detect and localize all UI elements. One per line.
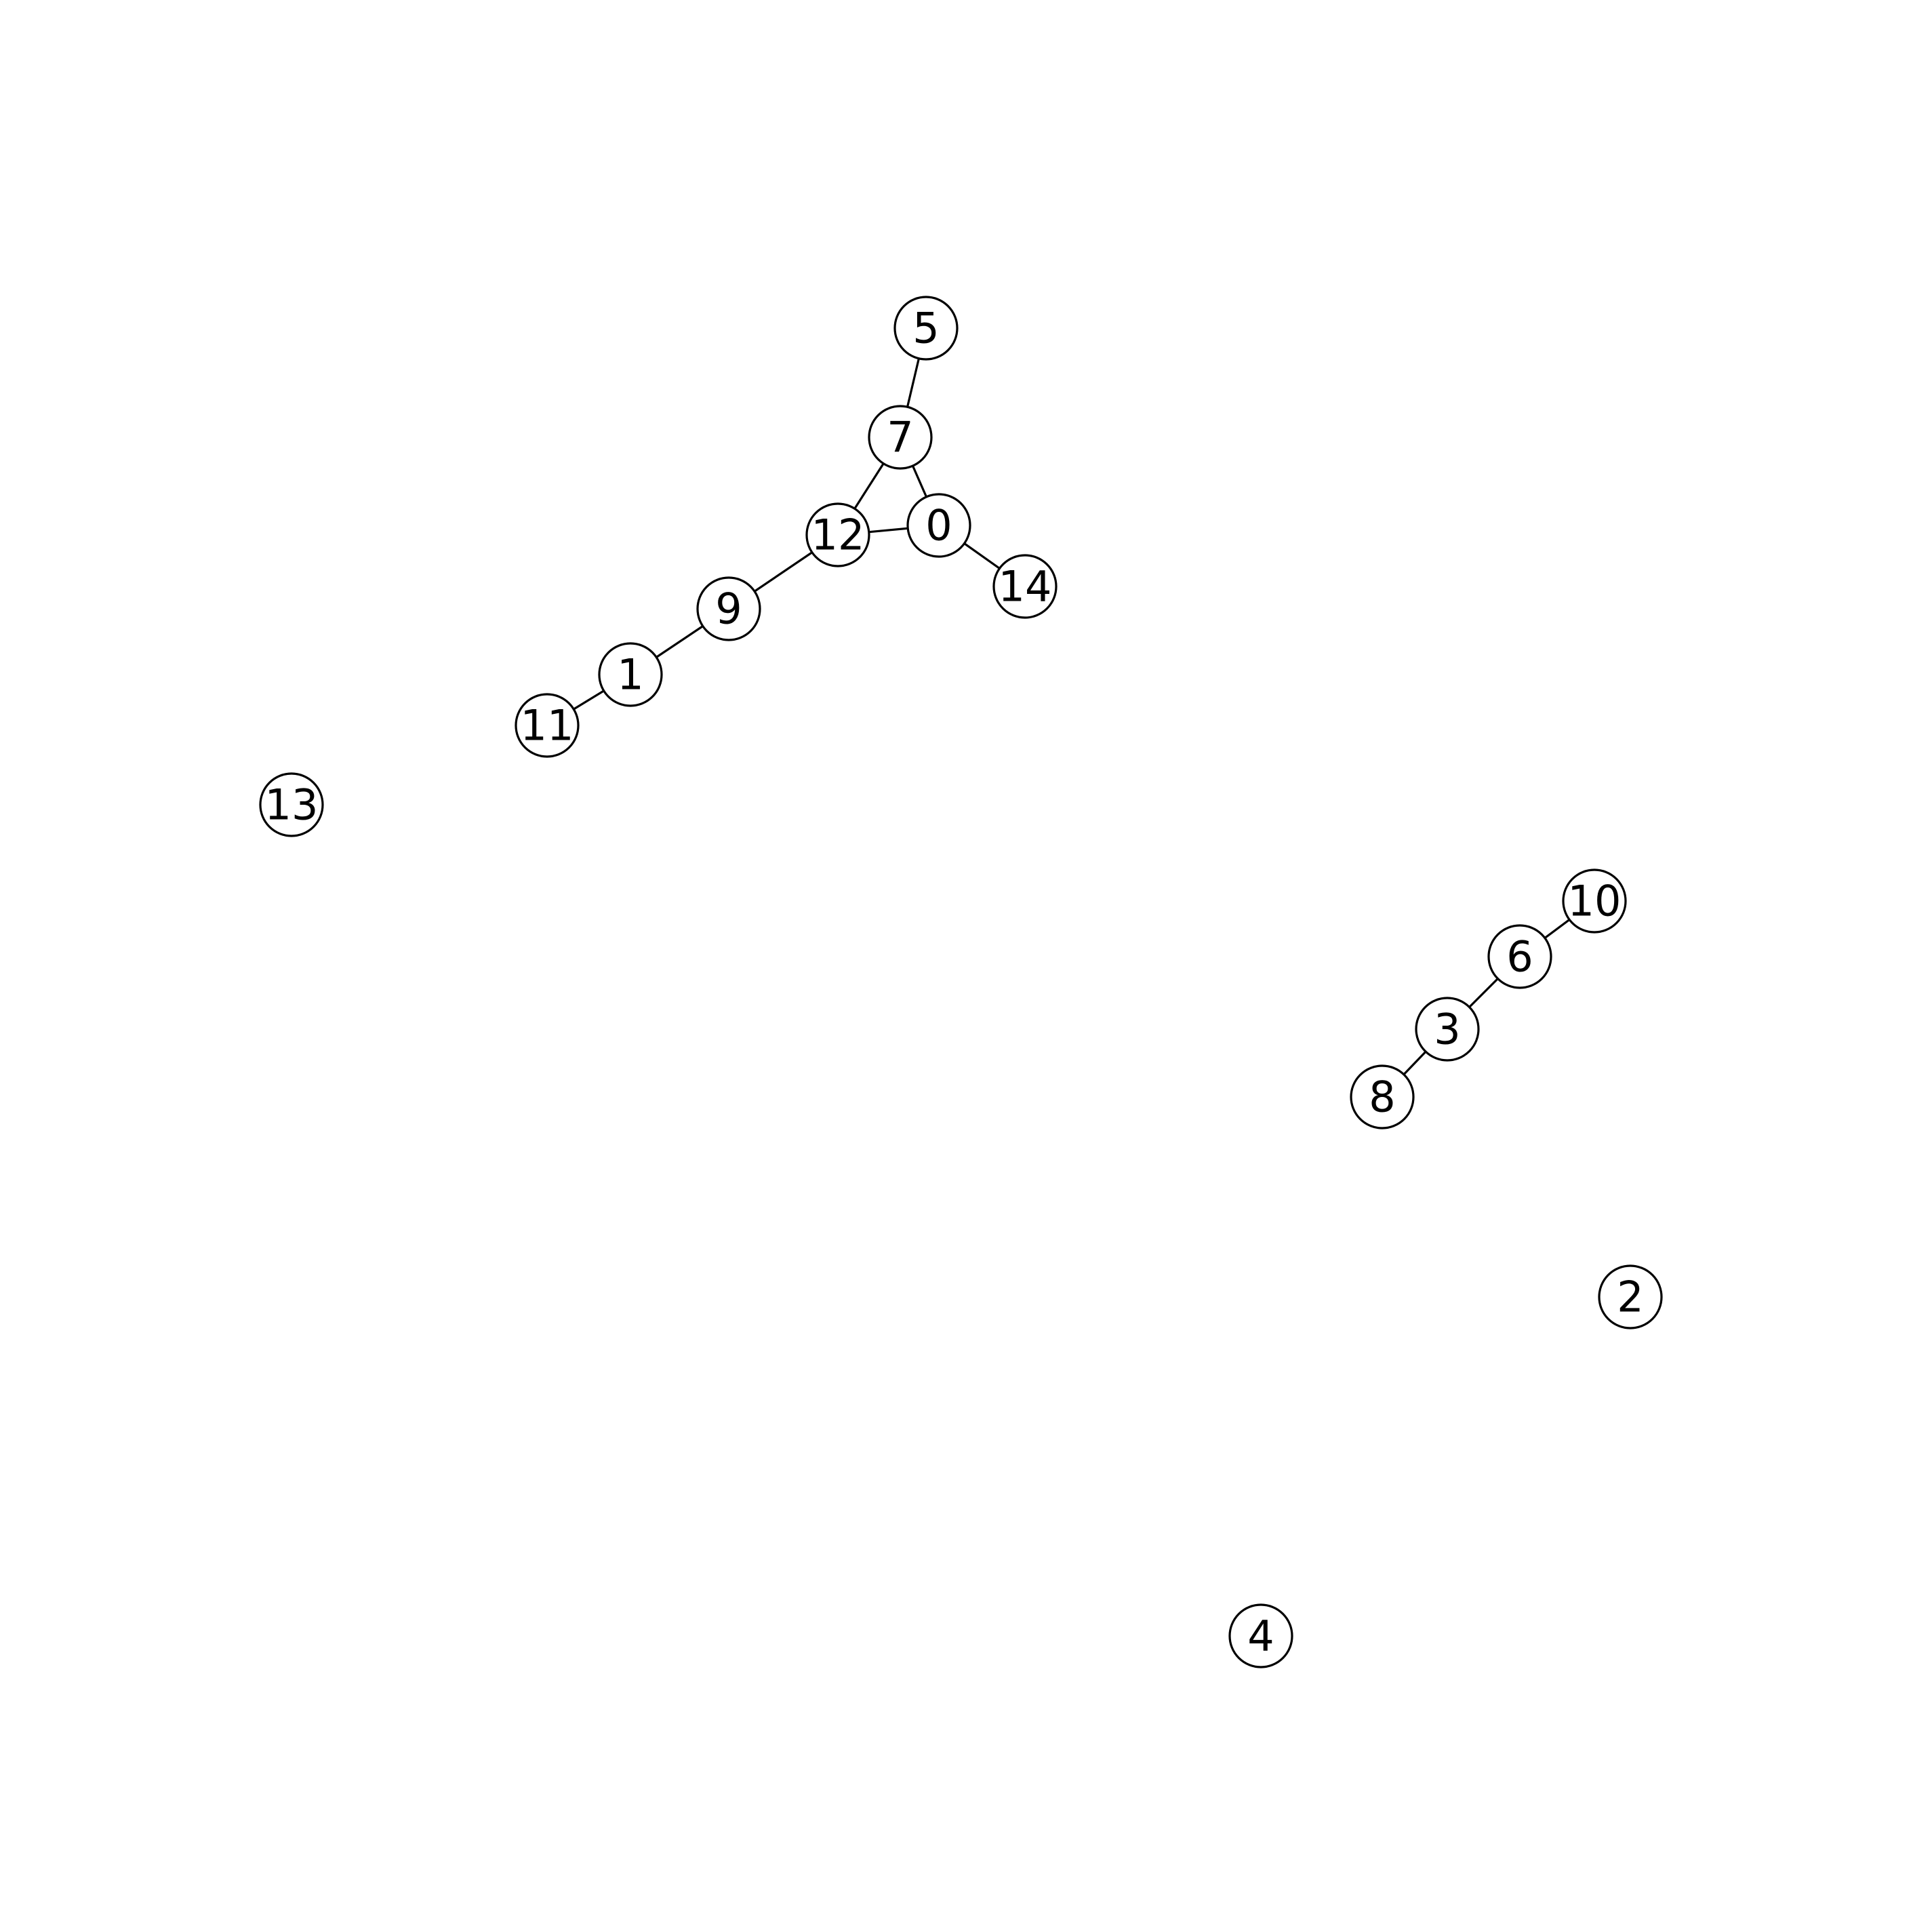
node-circle (1598, 1264, 1663, 1329)
node-circle (893, 296, 959, 361)
node-circle (868, 405, 933, 470)
node-label: 4 (1247, 1612, 1274, 1661)
node-circle (1350, 1064, 1415, 1129)
node-label: 3 (1434, 1005, 1460, 1054)
edges-layer (546, 327, 1595, 1098)
node-circle (1415, 997, 1480, 1062)
node-6: 6 (1487, 924, 1552, 989)
node-circle (992, 554, 1058, 619)
node-label: 2 (1617, 1273, 1643, 1322)
node-12: 12 (805, 502, 870, 567)
node-label: 9 (715, 584, 742, 634)
node-label: 5 (912, 304, 939, 353)
node-circle (598, 642, 663, 707)
node-circle (1487, 924, 1552, 989)
node-label: 13 (265, 780, 319, 830)
node-circle (1228, 1603, 1293, 1668)
node-label: 11 (521, 701, 574, 751)
node-label: 6 (1506, 932, 1533, 982)
node-11: 11 (515, 693, 580, 758)
node-14: 14 (992, 554, 1058, 619)
node-5: 5 (893, 296, 959, 361)
node-circle (515, 693, 580, 758)
node-10: 10 (1562, 868, 1627, 934)
node-circle (1562, 868, 1627, 934)
node-label: 1 (617, 650, 643, 700)
node-2: 2 (1598, 1264, 1663, 1329)
node-8: 8 (1350, 1064, 1415, 1129)
node-label: 7 (887, 413, 913, 462)
node-label: 12 (811, 511, 865, 560)
node-3: 3 (1415, 997, 1480, 1062)
node-circle (696, 576, 761, 641)
node-label: 14 (999, 562, 1052, 612)
node-label: 8 (1369, 1073, 1395, 1122)
node-label: 0 (925, 501, 952, 551)
node-label: 10 (1568, 877, 1622, 926)
node-4: 4 (1228, 1603, 1293, 1668)
node-circle (259, 772, 324, 837)
node-circle (805, 502, 870, 567)
node-9: 9 (696, 576, 761, 641)
node-1: 1 (598, 642, 663, 707)
node-0: 0 (906, 493, 971, 558)
node-circle (906, 493, 971, 558)
node-7: 7 (868, 405, 933, 470)
node-13: 13 (259, 772, 324, 837)
